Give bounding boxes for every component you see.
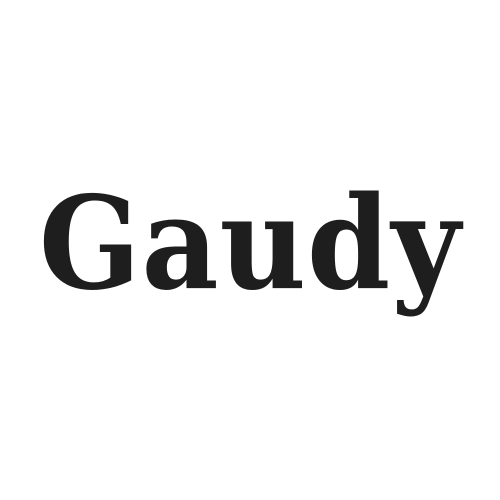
wordmark-text: Gaudy (38, 169, 462, 319)
